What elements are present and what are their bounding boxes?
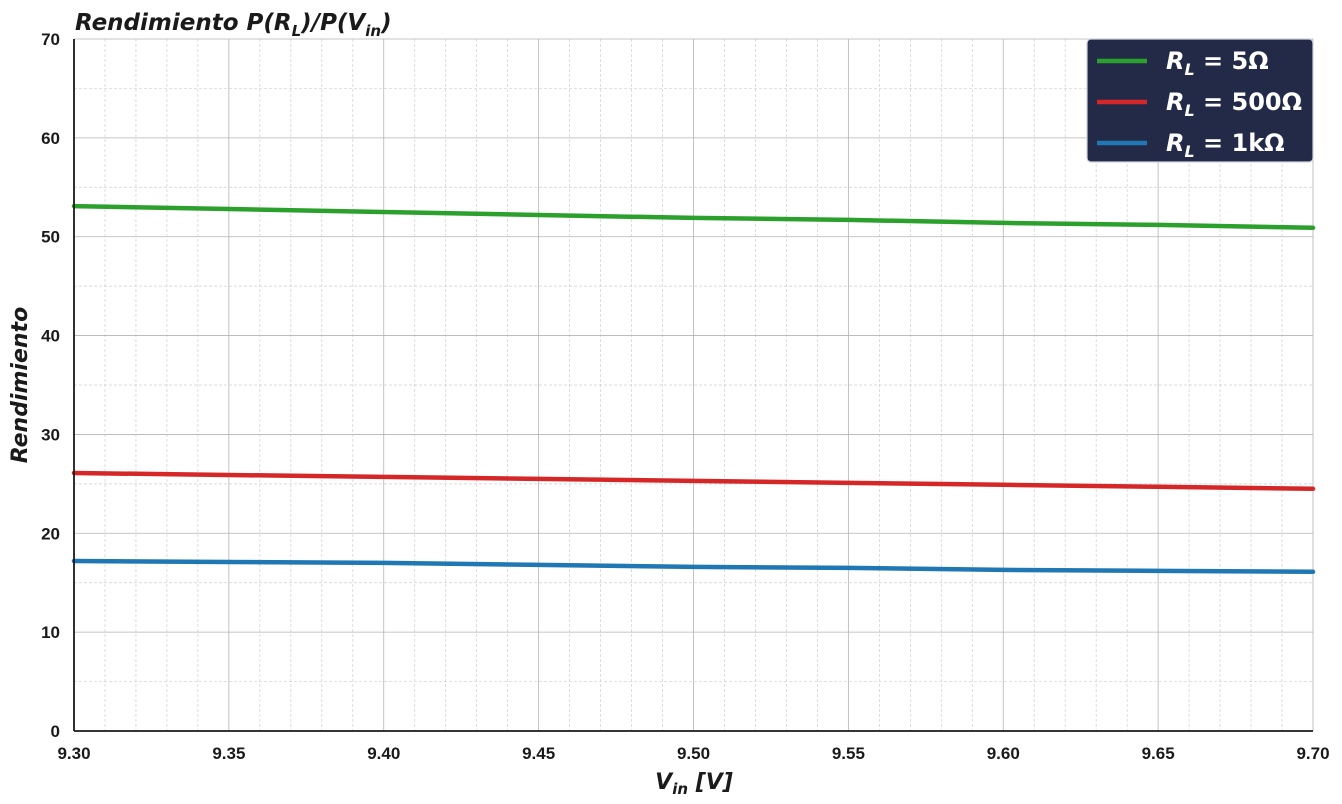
x-tick-labels: 9.30 9.35 9.40 9.45 9.50 9.55 9.60 9.65 9.70 bbox=[57, 744, 1329, 763]
legend-label-0: RL = 5Ω bbox=[1166, 47, 1269, 79]
y-tick-label: 60 bbox=[41, 129, 60, 148]
series-line-2 bbox=[71, 558, 1316, 575]
y-tick-label: 30 bbox=[41, 425, 60, 444]
y-tick-label: 70 bbox=[41, 30, 60, 49]
series-line-0 bbox=[71, 203, 1316, 231]
x-tick-label: 9.30 bbox=[57, 744, 90, 763]
x-tick-label: 9.45 bbox=[522, 744, 555, 763]
series-line-1 bbox=[71, 470, 1316, 492]
x-axis-label: Vin [V] bbox=[655, 770, 733, 798]
y-axis-label: Rendimiento bbox=[8, 307, 33, 463]
x-tick-label: 9.40 bbox=[367, 744, 400, 763]
y-tick-label: 10 bbox=[41, 623, 60, 642]
x-tick-label: 9.65 bbox=[1142, 744, 1175, 763]
y-tick-label: 50 bbox=[41, 228, 60, 247]
y-tick-label: 0 bbox=[51, 722, 60, 741]
chart-title: Rendimiento P(RL)/P(Vin) bbox=[75, 10, 392, 40]
x-tick-label: 9.70 bbox=[1296, 744, 1329, 763]
legend-label-2: RL = 1kΩ bbox=[1166, 129, 1285, 161]
y-tick-label: 20 bbox=[41, 524, 60, 543]
series-lines bbox=[71, 203, 1316, 575]
x-tick-label: 9.50 bbox=[677, 744, 710, 763]
legend-label-1: RL = 500Ω bbox=[1166, 88, 1302, 120]
legend: RL = 5Ω RL = 500Ω RL = 1kΩ bbox=[1086, 38, 1314, 163]
x-tick-label: 9.60 bbox=[987, 744, 1020, 763]
x-tick-label: 9.35 bbox=[212, 744, 245, 763]
x-tick-label: 9.55 bbox=[832, 744, 865, 763]
y-tick-label: 40 bbox=[41, 327, 60, 346]
y-tick-labels: 0 10 20 30 40 50 60 70 bbox=[41, 30, 60, 741]
grid bbox=[73, 38, 1314, 732]
legend-box bbox=[1086, 38, 1314, 163]
